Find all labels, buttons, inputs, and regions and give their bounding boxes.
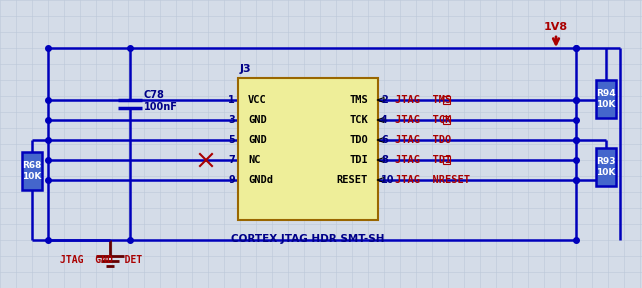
Text: RESET: RESET xyxy=(337,175,368,185)
Text: GND: GND xyxy=(248,135,266,145)
Text: R94
10K: R94 10K xyxy=(596,89,616,109)
Text: TMS: TMS xyxy=(349,95,368,105)
Text: C78
100nF: C78 100nF xyxy=(144,90,178,112)
Text: R93
10K: R93 10K xyxy=(596,157,616,177)
Text: JTAG  TDI: JTAG TDI xyxy=(395,155,451,165)
Text: 2: 2 xyxy=(381,95,388,105)
Text: JTAG  NRESET: JTAG NRESET xyxy=(395,175,470,185)
Bar xyxy=(22,152,42,190)
Text: TCK: TCK xyxy=(349,115,368,125)
Text: JTAG  TDO: JTAG TDO xyxy=(395,135,451,145)
Text: 8: 8 xyxy=(381,155,388,165)
Bar xyxy=(238,78,378,220)
Text: JTAG  TCK: JTAG TCK xyxy=(395,115,451,125)
Bar xyxy=(596,148,616,186)
Text: GNDd: GNDd xyxy=(248,175,273,185)
Bar xyxy=(443,116,450,124)
Text: 4: 4 xyxy=(381,115,388,125)
Text: JTAG  TMS: JTAG TMS xyxy=(395,95,451,105)
Text: 3: 3 xyxy=(229,115,235,125)
Bar xyxy=(443,156,450,164)
Text: NC: NC xyxy=(248,155,261,165)
Text: 9: 9 xyxy=(229,175,235,185)
Text: 1V8: 1V8 xyxy=(544,22,568,32)
Bar xyxy=(596,80,616,118)
Text: CORTEX JTAG HDR SMT-SH: CORTEX JTAG HDR SMT-SH xyxy=(231,234,385,244)
Text: R68
10K: R68 10K xyxy=(22,161,42,181)
Text: J3: J3 xyxy=(240,64,252,74)
Text: VCC: VCC xyxy=(248,95,266,105)
Bar xyxy=(443,96,450,104)
Text: GND: GND xyxy=(248,115,266,125)
Text: JTAG  GND  DET: JTAG GND DET xyxy=(60,255,143,265)
Text: TDO: TDO xyxy=(349,135,368,145)
Text: TDI: TDI xyxy=(349,155,368,165)
Text: 5: 5 xyxy=(229,135,235,145)
Text: 7: 7 xyxy=(229,155,235,165)
Text: 10: 10 xyxy=(381,175,394,185)
Text: 1: 1 xyxy=(229,95,235,105)
Text: 6: 6 xyxy=(381,135,388,145)
